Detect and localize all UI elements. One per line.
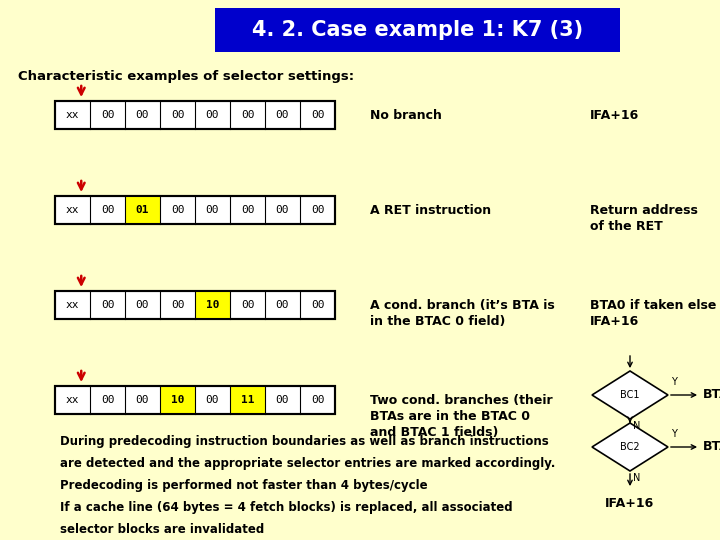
Text: selector blocks are invalidated: selector blocks are invalidated bbox=[60, 523, 264, 536]
Polygon shape bbox=[592, 423, 668, 471]
Text: Characteristic examples of selector settings:: Characteristic examples of selector sett… bbox=[18, 70, 354, 83]
Bar bbox=[55, 291, 335, 319]
Bar bbox=[55, 196, 335, 224]
Text: Two cond. branches (their: Two cond. branches (their bbox=[370, 394, 553, 407]
Text: 00: 00 bbox=[276, 300, 289, 310]
Bar bbox=[215, 8, 620, 52]
Text: xx: xx bbox=[66, 205, 79, 215]
Text: BTAs are in the BTAC 0: BTAs are in the BTAC 0 bbox=[370, 410, 530, 423]
Text: BTA1: BTA1 bbox=[703, 441, 720, 454]
Text: 00: 00 bbox=[171, 110, 184, 120]
Text: During predecoding instruction boundaries as well as branch instructions: During predecoding instruction boundarie… bbox=[60, 435, 549, 448]
Bar bbox=[160, 386, 195, 414]
Text: 00: 00 bbox=[311, 205, 324, 215]
Text: Y: Y bbox=[671, 429, 677, 439]
Bar bbox=[230, 386, 265, 414]
Text: No branch: No branch bbox=[370, 109, 442, 122]
Text: 00: 00 bbox=[240, 110, 254, 120]
Text: If a cache line (64 bytes = 4 fetch blocks) is replaced, all associated: If a cache line (64 bytes = 4 fetch bloc… bbox=[60, 501, 513, 514]
Bar bbox=[55, 101, 335, 129]
Text: N: N bbox=[633, 473, 640, 483]
Bar bbox=[55, 386, 335, 414]
Text: 00: 00 bbox=[276, 205, 289, 215]
Text: BTA0 if taken else: BTA0 if taken else bbox=[590, 299, 716, 312]
Text: 00: 00 bbox=[206, 205, 220, 215]
Text: 00: 00 bbox=[311, 110, 324, 120]
Text: A cond. branch (it’s BTA is: A cond. branch (it’s BTA is bbox=[370, 299, 554, 312]
Text: IFA+16: IFA+16 bbox=[590, 109, 639, 122]
Text: 00: 00 bbox=[171, 300, 184, 310]
Text: 00: 00 bbox=[240, 205, 254, 215]
Bar bbox=[55, 386, 335, 414]
Text: 00: 00 bbox=[136, 110, 149, 120]
Text: are detected and the appropriate selector entries are marked accordingly.: are detected and the appropriate selecto… bbox=[60, 457, 555, 470]
Text: 00: 00 bbox=[171, 205, 184, 215]
Text: 00: 00 bbox=[101, 205, 114, 215]
Text: Return address: Return address bbox=[590, 204, 698, 217]
Text: xx: xx bbox=[66, 395, 79, 405]
Text: 00: 00 bbox=[136, 395, 149, 405]
Text: Y: Y bbox=[671, 377, 677, 387]
Bar bbox=[55, 291, 335, 319]
Text: in the BTAC 0 field): in the BTAC 0 field) bbox=[370, 315, 505, 328]
Text: 10: 10 bbox=[171, 395, 184, 405]
Text: Predecoding is performed not faster than 4 bytes/cycle: Predecoding is performed not faster than… bbox=[60, 479, 428, 492]
Text: 4. 2. Case example 1: K7 (3): 4. 2. Case example 1: K7 (3) bbox=[252, 20, 583, 40]
Text: 00: 00 bbox=[240, 300, 254, 310]
Text: 00: 00 bbox=[206, 110, 220, 120]
Text: xx: xx bbox=[66, 300, 79, 310]
Text: 01: 01 bbox=[136, 205, 149, 215]
Text: and BTAC 1 fields): and BTAC 1 fields) bbox=[370, 426, 498, 439]
Bar bbox=[125, 196, 160, 224]
Text: BC1: BC1 bbox=[620, 390, 640, 400]
Text: 00: 00 bbox=[136, 300, 149, 310]
Polygon shape bbox=[592, 371, 668, 419]
Text: IFA+16: IFA+16 bbox=[590, 315, 639, 328]
Bar bbox=[55, 196, 335, 224]
Text: 11: 11 bbox=[240, 395, 254, 405]
Text: 10: 10 bbox=[206, 300, 220, 310]
Text: N: N bbox=[633, 421, 640, 431]
Text: 00: 00 bbox=[276, 110, 289, 120]
Text: 00: 00 bbox=[101, 395, 114, 405]
Text: 00: 00 bbox=[101, 110, 114, 120]
Text: of the RET: of the RET bbox=[590, 220, 662, 233]
Text: A RET instruction: A RET instruction bbox=[370, 204, 491, 217]
Text: BC2: BC2 bbox=[620, 442, 640, 452]
Text: 00: 00 bbox=[311, 395, 324, 405]
Text: 00: 00 bbox=[101, 300, 114, 310]
Text: 00: 00 bbox=[311, 300, 324, 310]
Bar bbox=[195, 291, 230, 319]
Text: xx: xx bbox=[66, 110, 79, 120]
Text: 00: 00 bbox=[276, 395, 289, 405]
Text: 00: 00 bbox=[206, 395, 220, 405]
Text: IFA+16: IFA+16 bbox=[606, 497, 654, 510]
Bar bbox=[55, 101, 335, 129]
Text: BTA0: BTA0 bbox=[703, 388, 720, 402]
